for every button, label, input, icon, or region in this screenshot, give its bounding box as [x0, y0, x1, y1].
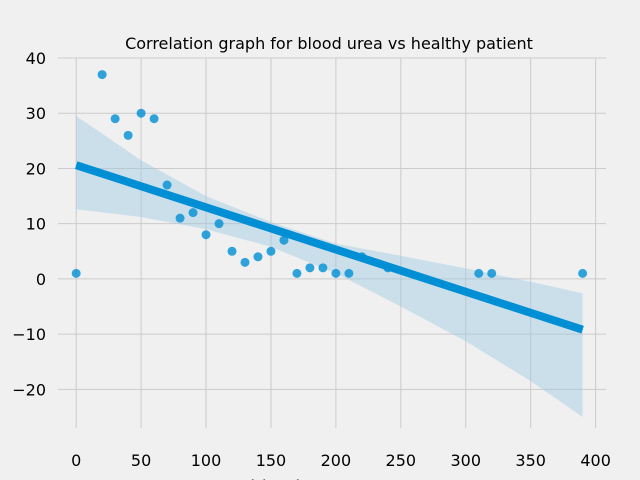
- y-tick-label: 40: [26, 49, 46, 68]
- scatter-point: [331, 268, 341, 278]
- scatter-point: [253, 252, 263, 262]
- scatter-point: [149, 114, 159, 124]
- scatter-point: [344, 268, 354, 278]
- confidence-band: [76, 116, 583, 417]
- x-tick-label: 300: [450, 451, 481, 470]
- x-tick-label: 50: [131, 451, 151, 470]
- x-tick-label: 200: [321, 451, 352, 470]
- x-tick-label: 0: [71, 451, 81, 470]
- scatter-point: [136, 108, 146, 118]
- x-tick-label: 250: [386, 451, 417, 470]
- x-axis-label: blood_urea: [250, 477, 349, 480]
- scatter-point: [318, 263, 328, 273]
- scatter-point: [123, 130, 133, 140]
- scatter-point: [110, 114, 120, 124]
- y-tick-labels: −20 −10 0 10 20 30 40: [12, 49, 46, 399]
- scatter-point: [266, 246, 276, 256]
- scatter-point: [305, 263, 315, 273]
- x-tick-label: 150: [256, 451, 287, 470]
- x-tick-label: 400: [580, 451, 611, 470]
- scatter-point: [188, 208, 198, 218]
- x-tick-label: 100: [191, 451, 222, 470]
- scatter-point: [279, 235, 289, 245]
- regression-line: [74, 161, 584, 334]
- y-tick-label: −10: [12, 325, 46, 344]
- scatter-point: [292, 268, 302, 278]
- scatter-point: [240, 257, 250, 267]
- scatter-points: [71, 70, 588, 278]
- gridlines: [58, 57, 606, 428]
- y-tick-label: 30: [26, 104, 46, 123]
- x-tick-label: 350: [515, 451, 546, 470]
- scatter-point: [487, 268, 497, 278]
- x-tick-labels: 0 50 100 150 200 250 300 350 400: [71, 451, 611, 470]
- scatter-point: [97, 70, 107, 80]
- scatter-point: [214, 219, 224, 229]
- y-tick-label: 0: [36, 270, 46, 289]
- scatter-point: [162, 180, 172, 190]
- y-tick-label: 10: [26, 215, 46, 234]
- scatter-point: [71, 268, 81, 278]
- y-tick-label: −20: [12, 380, 46, 399]
- scatter-point: [227, 246, 237, 256]
- scatter-point: [474, 268, 484, 278]
- regression-line-path: [74, 161, 584, 334]
- scatter-point: [175, 213, 185, 223]
- scatter-point: [578, 268, 588, 278]
- scatter-point: [201, 230, 211, 240]
- y-tick-label: 20: [26, 159, 46, 178]
- confidence-band-area: [76, 116, 583, 417]
- chart-title: Correlation graph for blood urea vs heal…: [125, 34, 533, 53]
